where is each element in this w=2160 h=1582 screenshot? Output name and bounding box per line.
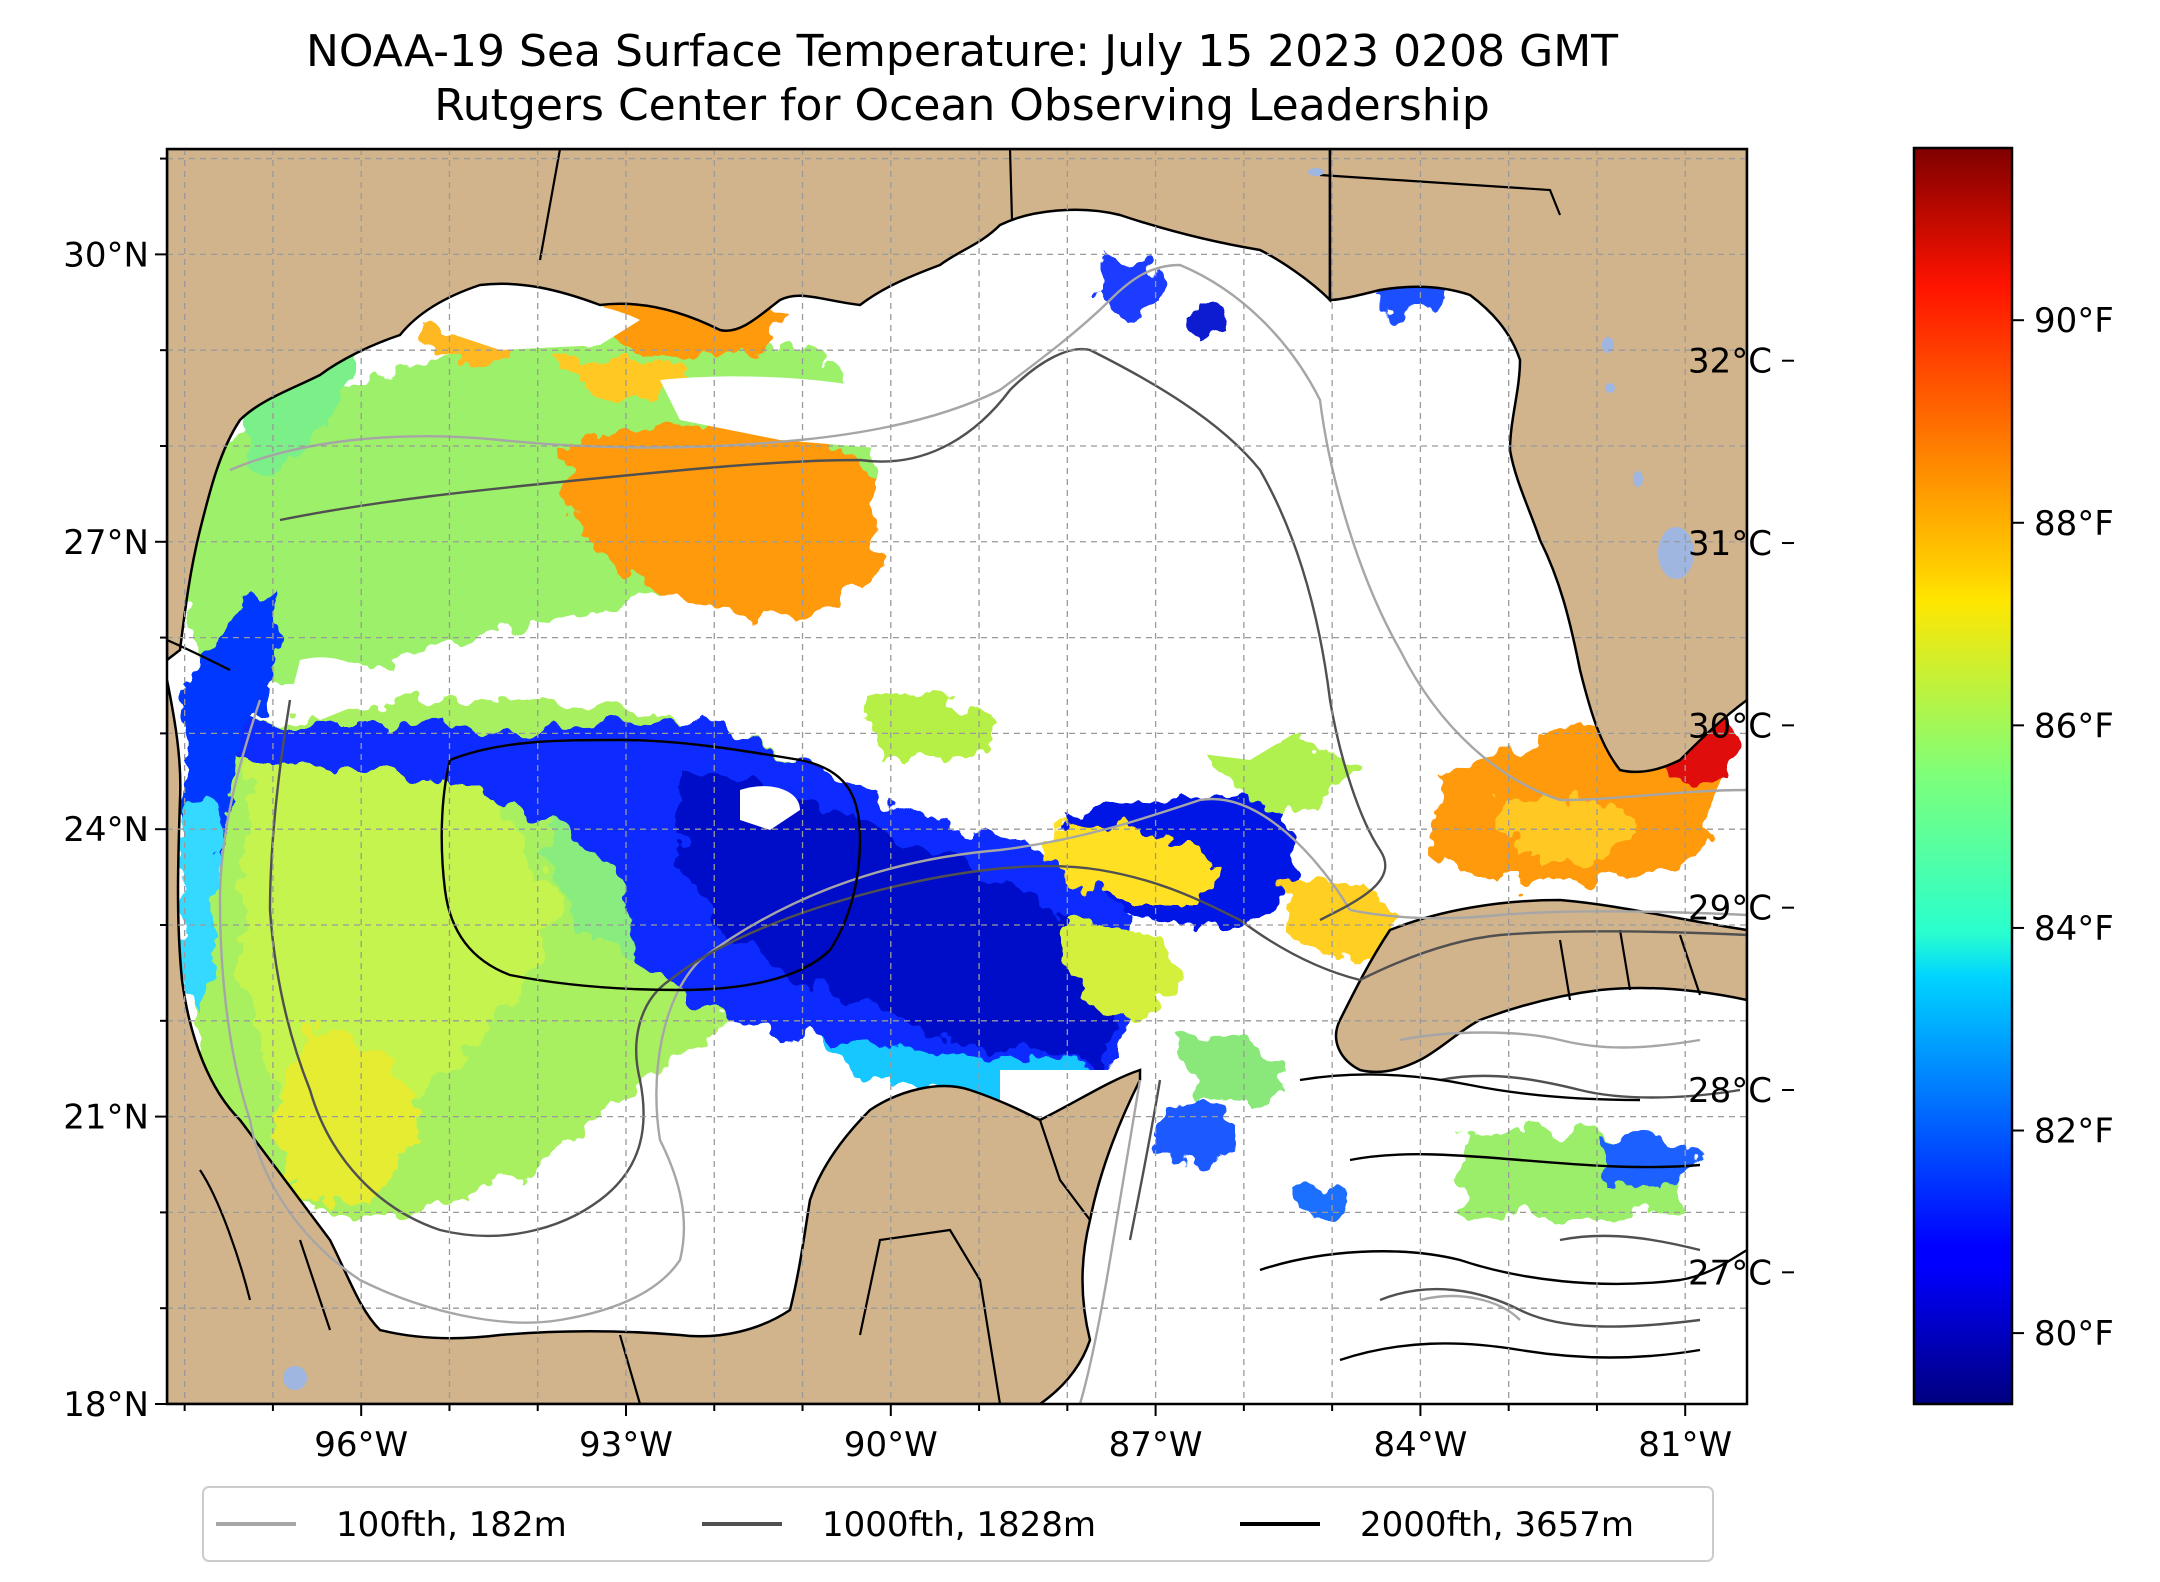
legend-label-100fth: 100fth, 182m bbox=[336, 1505, 567, 1545]
contour-1000fth bbox=[268, 347, 1747, 1328]
land-layer bbox=[167, 149, 1747, 1404]
map-subtitle: Rutgers Center for Ocean Observing Leade… bbox=[434, 80, 1490, 131]
colorbar-frame bbox=[1912, 146, 2014, 1406]
legend-label-1000fth: 1000fth, 1828m bbox=[822, 1505, 1096, 1545]
longitude-tick-label: 96°W bbox=[314, 1425, 408, 1465]
map-frame bbox=[165, 147, 1749, 1406]
celsius-tick-label: 32°C bbox=[1688, 342, 1772, 382]
political-borders bbox=[167, 149, 1702, 1404]
longitude-tick-label: 93°W bbox=[579, 1425, 673, 1465]
celsius-tick-label: 28°C bbox=[1688, 1071, 1772, 1111]
latitude-axis: 18°N 21°N 24°N 27°N 30°N bbox=[63, 157, 167, 1425]
legend-label-2000fth: 2000fth, 3657m bbox=[1360, 1505, 1634, 1545]
latitude-tick-label: 21°N bbox=[63, 1098, 149, 1138]
fahrenheit-tick-label: 90°F bbox=[2034, 301, 2114, 341]
fahrenheit-tick-label: 88°F bbox=[2034, 504, 2114, 544]
longitude-tick-label: 90°W bbox=[844, 1425, 938, 1465]
fahrenheit-tick-label: 84°F bbox=[2034, 909, 2114, 949]
celsius-tick-label: 27°C bbox=[1688, 1253, 1772, 1293]
colorbar-fahrenheit-axis: 80°F 82°F 84°F 86°F 88°F 90°F bbox=[2012, 301, 2114, 1354]
fahrenheit-tick-label: 82°F bbox=[2034, 1112, 2114, 1152]
longitude-tick-label: 84°W bbox=[1373, 1425, 1467, 1465]
longitude-tick-label: 87°W bbox=[1109, 1425, 1203, 1465]
legend-item-2000fth: 2000fth, 3657m bbox=[1240, 1505, 1634, 1545]
map-plot-area bbox=[167, 149, 1747, 1404]
legend-item-100fth: 100fth, 182m bbox=[216, 1505, 567, 1545]
fahrenheit-tick-label: 80°F bbox=[2034, 1314, 2114, 1354]
longitude-tick-label: 81°W bbox=[1638, 1425, 1732, 1465]
colorbar-celsius-axis: 27°C 28°C 29°C 30°C 31°C 32°C bbox=[1688, 342, 1794, 1293]
latitude-tick-label: 24°N bbox=[63, 810, 149, 850]
longitude-axis: 96°W 93°W 90°W 87°W 84°W 81°W bbox=[183, 1404, 1732, 1465]
map-title: NOAA-19 Sea Surface Temperature: July 15… bbox=[305, 26, 1619, 77]
legend-box bbox=[202, 1486, 1714, 1562]
colorbar: 27°C 28°C 29°C 30°C 31°C 32°C 80°F 82°F 84°F 86°… bbox=[1688, 146, 2114, 1406]
celsius-tick-label: 31°C bbox=[1688, 524, 1772, 564]
celsius-tick-label: 29°C bbox=[1688, 889, 1772, 929]
legend: 100fth, 182m 1000fth, 1828m 2000fth, 365… bbox=[202, 1486, 1714, 1562]
graticule bbox=[167, 149, 1747, 1404]
latitude-tick-label: 30°N bbox=[63, 235, 149, 275]
colorbar-gradient bbox=[1914, 148, 2012, 1404]
contour-2000fth bbox=[440, 738, 1747, 1362]
legend-item-1000fth: 1000fth, 1828m bbox=[702, 1505, 1096, 1545]
latitude-tick-label: 18°N bbox=[63, 1385, 149, 1425]
latitude-tick-label: 27°N bbox=[63, 523, 149, 563]
celsius-tick-label: 30°C bbox=[1688, 706, 1772, 746]
fahrenheit-tick-label: 86°F bbox=[2034, 706, 2114, 746]
